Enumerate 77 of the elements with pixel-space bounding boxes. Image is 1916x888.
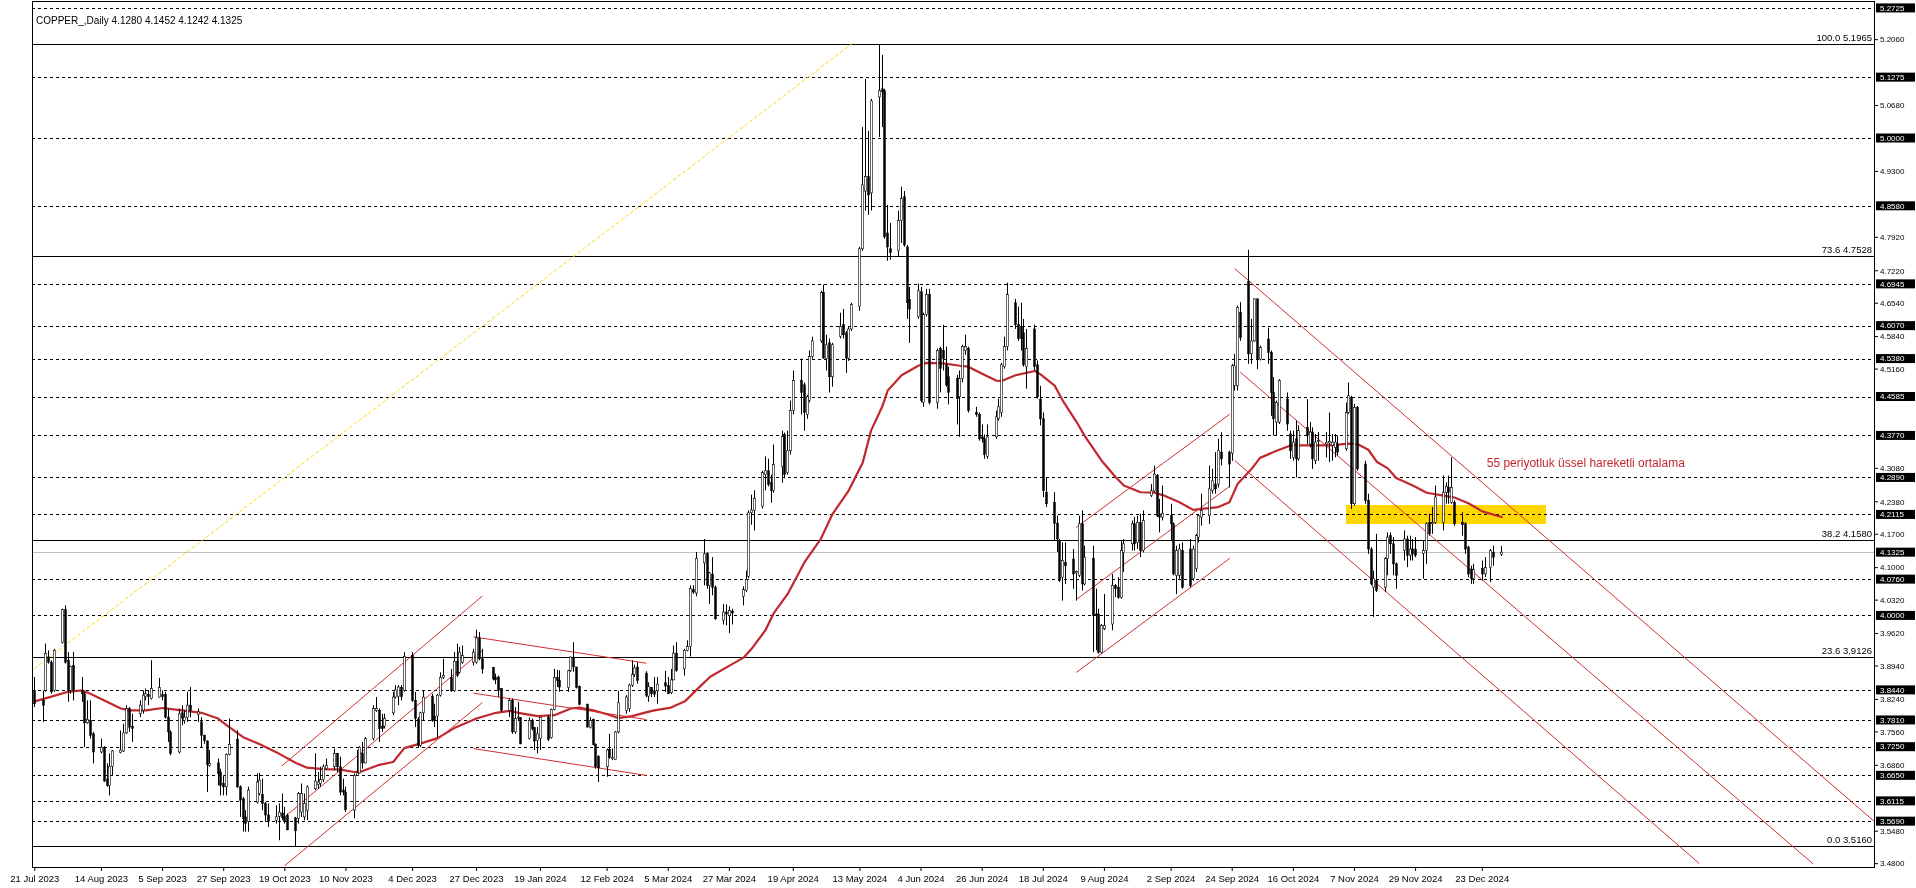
x-tick-label: 27 Dec 2023 [449, 873, 504, 884]
x-tick-label: 29 Nov 2024 [1388, 873, 1443, 884]
x-tick-label: 18 Jul 2024 [1018, 873, 1068, 884]
ref-line-label: 3.6115 [1880, 796, 1905, 806]
ref-line-label: 4.2115 [1880, 510, 1905, 520]
ref-line-label: 3.8440 [1880, 685, 1906, 695]
x-tick-label: 21 Jul 2023 [10, 873, 60, 884]
x-tick-label: 27 Mar 2024 [702, 873, 757, 884]
candlestick [725, 603, 728, 626]
x-tick-label: 10 Nov 2023 [319, 873, 373, 884]
candlestick [656, 676, 659, 705]
y-tick-label: 4.2380 [1880, 497, 1906, 507]
candlestick [722, 603, 725, 625]
ref-line-label: 4.6945 [1880, 279, 1906, 289]
x-tick-label: 4 Jun 2024 [897, 873, 945, 884]
y-tick-label: 4.6540 [1880, 298, 1906, 308]
ref-line-label: 3.7810 [1880, 715, 1906, 725]
ref-line-label: 4.5380 [1880, 354, 1906, 364]
x-tick-label: 24 Sep 2024 [1205, 873, 1260, 884]
ref-line-label: 3.5690 [1880, 816, 1906, 826]
ref-line-label: 38.2 4.1580 [1821, 527, 1872, 539]
x-tick-label: 16 Oct 2024 [1267, 873, 1320, 884]
y-tick-label: 4.7920 [1880, 233, 1906, 243]
y-tick-label: 4.5840 [1880, 332, 1906, 342]
ref-line-label: 0.0 3.5160 [1827, 834, 1872, 846]
y-tick-label: 3.4800 [1880, 859, 1906, 869]
ref-line-label: 5.1275 [1880, 72, 1906, 82]
x-tick-label: 26 Jun 2024 [956, 873, 1009, 884]
x-tick-label: 19 Oct 2023 [258, 873, 311, 884]
candlestick [1492, 545, 1495, 567]
ref-line-label: 4.1325 [1880, 547, 1906, 557]
x-tick-label: 4 Dec 2023 [388, 873, 437, 884]
y-tick-label: 3.7560 [1880, 727, 1906, 737]
x-tick-label: 7 Nov 2024 [1330, 873, 1379, 884]
x-tick-label: 9 Aug 2024 [1080, 873, 1129, 884]
y-tick-label: 4.1000 [1880, 563, 1906, 573]
ref-line-label: 3.7250 [1880, 742, 1906, 752]
ref-line-label: 4.4585 [1880, 392, 1906, 402]
x-tick-label: 19 Apr 2024 [767, 873, 819, 884]
x-tick-label: 5 Sep 2023 [138, 873, 187, 884]
y-tick-label: 4.5160 [1880, 364, 1906, 374]
x-tick-label: 23 Dec 2024 [1455, 873, 1510, 884]
ref-line-label: 3.6650 [1880, 771, 1906, 781]
y-tick-label: 3.6860 [1880, 761, 1906, 771]
y-tick-label: 5.0680 [1880, 101, 1906, 111]
text: 55 periyotluk üssel hareketli ortalama [1486, 456, 1686, 471]
y-tick-label: 3.8940 [1880, 661, 1906, 671]
ref-line-label: 100.0 5.1965 [1816, 32, 1872, 44]
ref-line-label: 4.6070 [1880, 321, 1906, 331]
x-tick-label: 5 Mar 2024 [644, 873, 693, 884]
y-tick-label: 4.0320 [1880, 595, 1906, 605]
ref-line-label: 4.2890 [1880, 473, 1906, 483]
text: COPPER_,Daily 4.1280 4.1452 4.1242 4.1325 [36, 15, 243, 26]
ref-line-label: 4.3770 [1880, 431, 1906, 441]
y-tick-label: 4.1700 [1880, 530, 1906, 540]
y-tick-label: 4.3080 [1880, 464, 1906, 474]
candlestick [1484, 556, 1487, 578]
ref-line-label: 73.6 4.7528 [1821, 244, 1872, 256]
x-tick-label: 12 Feb 2024 [580, 873, 634, 884]
x-tick-label: 14 Aug 2023 [74, 873, 129, 884]
y-tick-label: 4.9300 [1880, 167, 1906, 177]
x-tick-label: 13 May 2024 [832, 873, 888, 884]
x-tick-label: 27 Sep 2023 [196, 873, 251, 884]
candlestick [300, 782, 303, 818]
ref-line-label: 5.2725 [1880, 3, 1906, 13]
ref-line-label: 23.6 3.9126 [1821, 645, 1872, 657]
y-tick-label: 3.5480 [1880, 827, 1906, 836]
ref-line-label: 4.0000 [1880, 611, 1906, 621]
y-tick-label: 4.7220 [1880, 266, 1906, 276]
ref-line-label: 4.8580 [1880, 201, 1906, 211]
x-tick-label: 2 Sep 2024 [1146, 873, 1196, 884]
y-tick-label: 3.8240 [1880, 695, 1906, 705]
y-tick-label: 3.9620 [1880, 629, 1906, 639]
y-tick-label: 5.2060 [1880, 35, 1906, 45]
x-tick-label: 19 Jan 2024 [514, 873, 567, 884]
ref-line-label: 5.0000 [1880, 133, 1906, 143]
ref-line-label: 4.0760 [1880, 574, 1906, 584]
